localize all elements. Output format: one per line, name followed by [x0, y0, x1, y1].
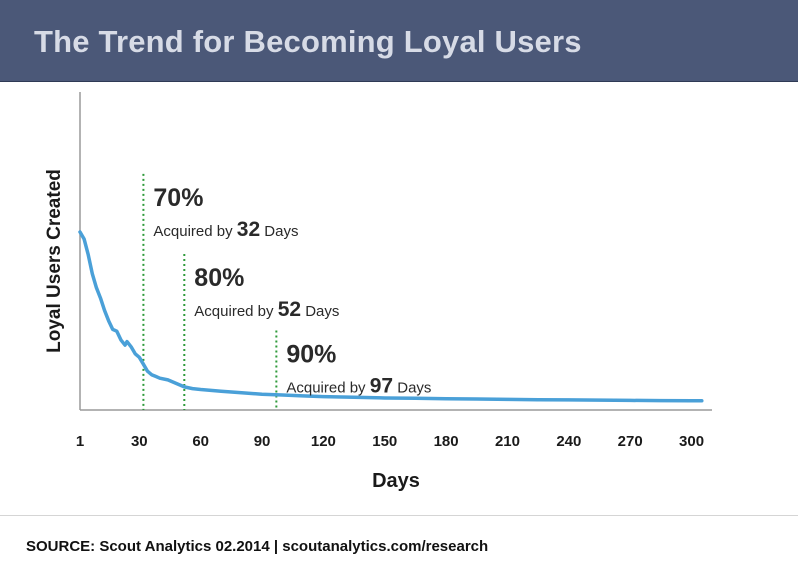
x-tick-label: 210 [495, 433, 520, 450]
chart-area: 1 30 60 90 120 150 180 210 240 270 300 Days Loyal Us… [0, 82, 798, 516]
annotation-days: 32 [237, 218, 260, 241]
annotation-text: Acquired by 52 Days [194, 298, 339, 321]
line-chart: 1 30 60 90 120 150 180 210 240 270 300 Days Loyal Us… [44, 92, 712, 492]
x-tick-label: 150 [372, 433, 397, 450]
annotation-percent: 80% [194, 264, 244, 292]
annotation-days: 97 [370, 375, 393, 398]
annotation-suffix: Days [260, 223, 298, 240]
annotation-days: 52 [278, 298, 301, 321]
x-tick-label: 180 [434, 433, 459, 450]
x-tick-label: 30 [131, 433, 148, 450]
x-tick-label: 120 [311, 433, 336, 450]
x-tick-label: 300 [679, 433, 704, 450]
x-tick-label: 270 [618, 433, 643, 450]
annotation-percent: 70% [153, 184, 203, 212]
annotation-suffix: Days [393, 380, 431, 397]
x-tick-label: 60 [192, 433, 209, 450]
x-axis-label: Days [372, 470, 420, 492]
header-bar: The Trend for Becoming Loyal Users [0, 0, 798, 82]
annotation-percent: 90% [286, 341, 336, 369]
annotation-prefix: Acquired by [153, 223, 236, 240]
source-footer: SOURCE: Scout Analytics 02.2014 | scouta… [26, 538, 489, 555]
chart-title: The Trend for Becoming Loyal Users [34, 24, 582, 59]
x-tick-label: 90 [254, 433, 271, 450]
annotation-prefix: Acquired by [194, 303, 277, 320]
annotation-text: Acquired by 32 Days [153, 218, 298, 241]
annotation-prefix: Acquired by [286, 380, 369, 397]
x-tick-label: 1 [76, 433, 84, 450]
annotation-suffix: Days [301, 303, 339, 320]
series-line [78, 230, 704, 403]
y-axis-label: Loyal Users Created [44, 169, 65, 353]
annotation-text: Acquired by 97 Days [286, 375, 431, 398]
x-tick-label: 240 [556, 433, 581, 450]
